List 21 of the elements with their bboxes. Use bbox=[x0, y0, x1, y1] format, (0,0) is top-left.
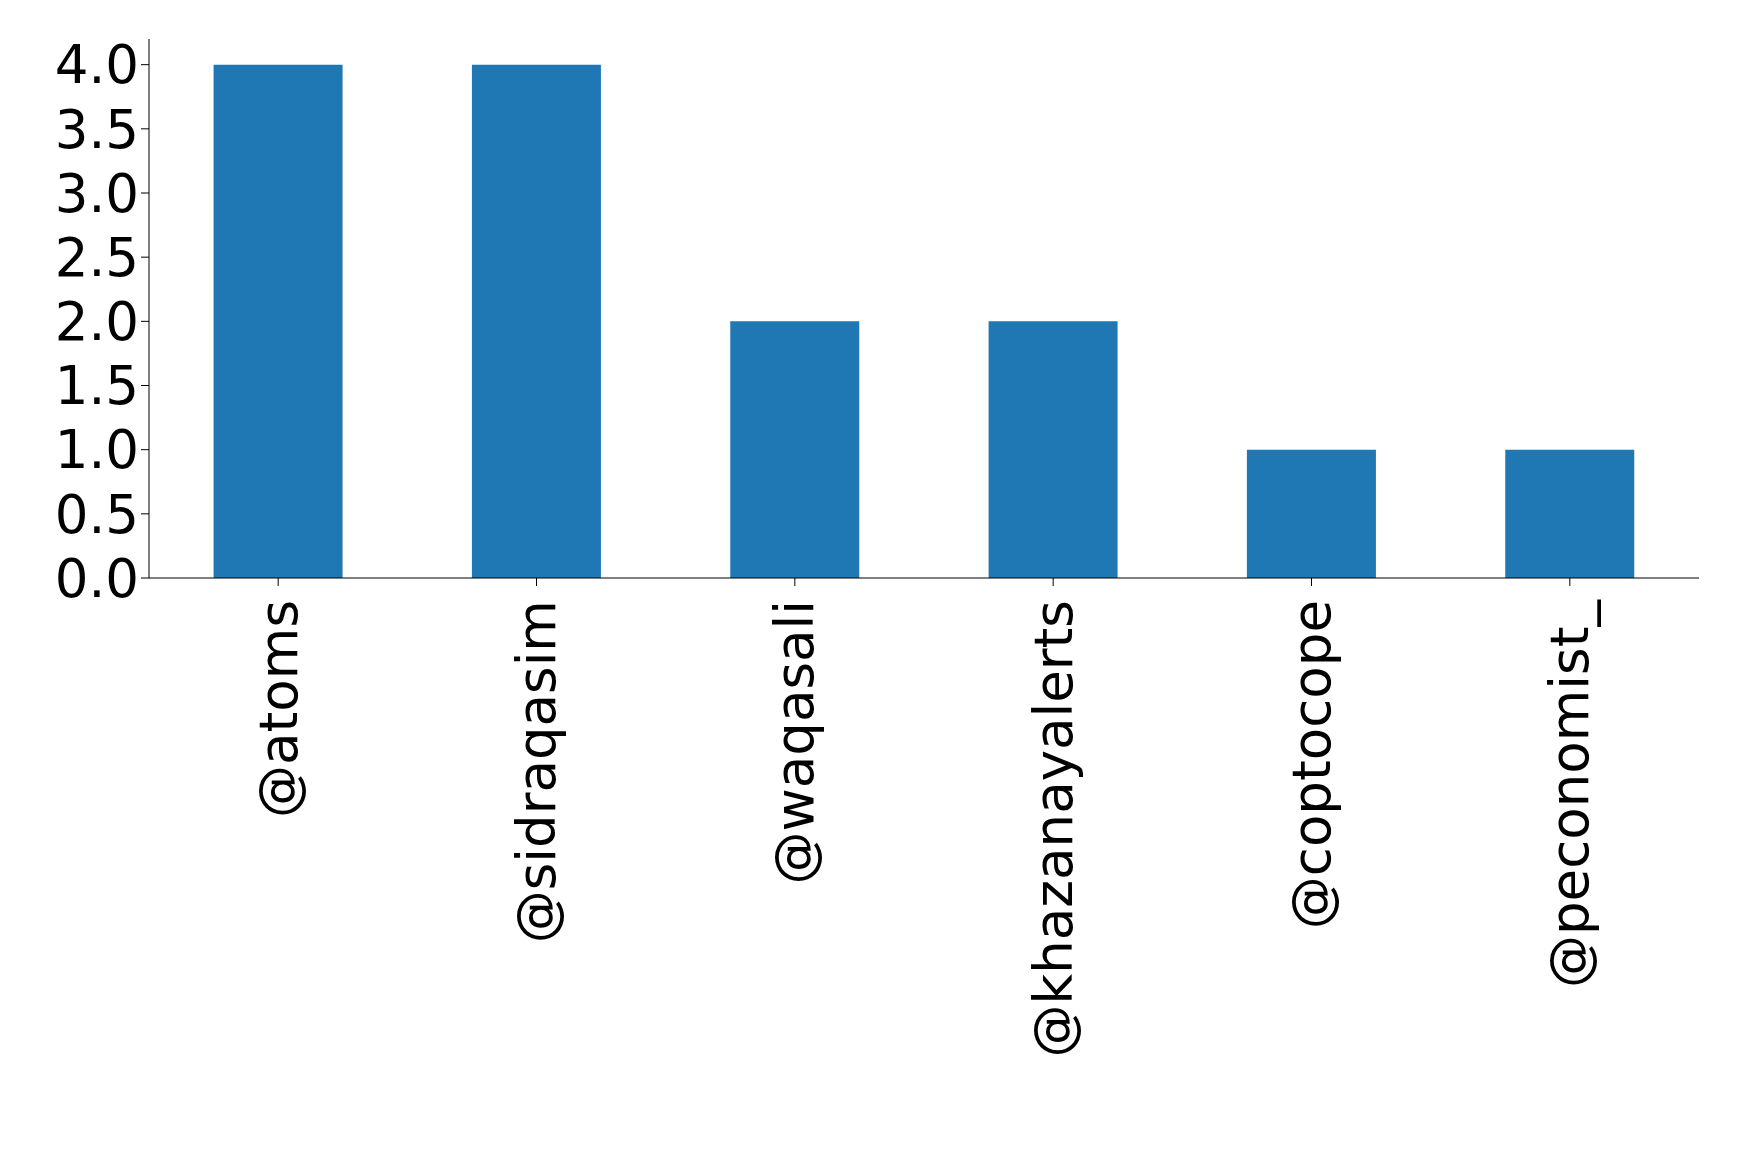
y-tick-label: 2.0 bbox=[54, 291, 139, 353]
y-tick-label: 1.0 bbox=[54, 419, 139, 481]
x-tick-label: @coptocope bbox=[1281, 600, 1342, 930]
x-tick-label: @atoms bbox=[247, 600, 309, 818]
y-tick-label: 0.0 bbox=[54, 547, 139, 609]
y-tick-label: 0.5 bbox=[54, 483, 139, 545]
bar bbox=[471, 64, 601, 578]
y-tick-label: 3.5 bbox=[54, 98, 139, 160]
bar bbox=[988, 321, 1118, 578]
bar bbox=[730, 321, 860, 578]
y-tick-label: 2.5 bbox=[54, 226, 139, 288]
bar bbox=[1246, 449, 1376, 578]
y-tick-label: 1.5 bbox=[54, 355, 139, 417]
x-tick-label: @waqasali bbox=[764, 600, 826, 885]
x-tick-label: @khazanayalerts bbox=[1022, 600, 1084, 1058]
x-tick-label: @peconomist_ bbox=[1539, 598, 1602, 989]
bar bbox=[1505, 449, 1635, 578]
y-tick-label: 4.0 bbox=[54, 34, 139, 96]
y-tick-label: 3.0 bbox=[54, 162, 139, 224]
bar bbox=[213, 64, 343, 578]
x-tick-label: @sidraqasim bbox=[506, 600, 567, 944]
